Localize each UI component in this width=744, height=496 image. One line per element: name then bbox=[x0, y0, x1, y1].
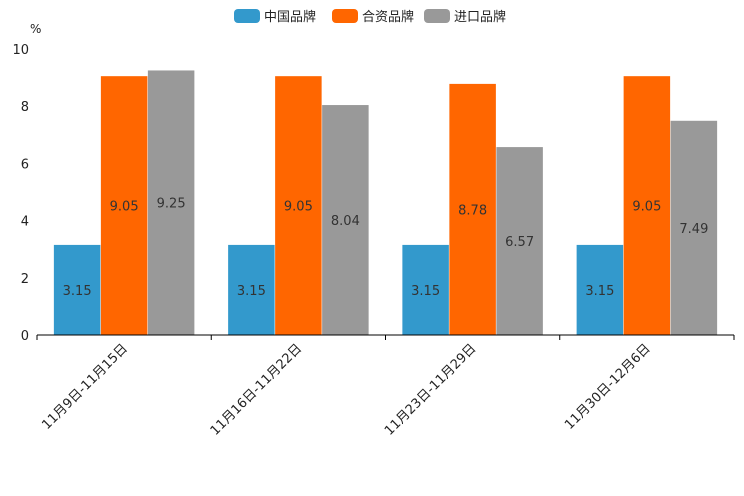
data-label: 9.05 bbox=[110, 200, 139, 215]
x-category-label: 11月30日-12月6日 bbox=[562, 341, 654, 433]
data-label: 3.15 bbox=[411, 284, 440, 299]
x-category-label: 11月16日-11月22日 bbox=[208, 341, 305, 438]
legend-label: 合资品牌 bbox=[362, 9, 414, 25]
bar bbox=[449, 83, 496, 335]
y-axis-unit-label: % bbox=[30, 22, 41, 36]
data-label: 8.04 bbox=[331, 214, 360, 229]
value-labels: 3.15 9.05 9.25 3.15 9.05 8.04 3.15 8.78 6.57 3.15… bbox=[63, 197, 709, 299]
y-axis: 0 2 4 6 8 10 bbox=[12, 43, 29, 344]
y-tick-label: 10 bbox=[12, 43, 29, 58]
data-label: 6.57 bbox=[505, 235, 534, 250]
bar bbox=[623, 76, 671, 336]
data-label: 3.15 bbox=[585, 284, 614, 299]
x-category-label: 11月9日-11月15日 bbox=[39, 341, 131, 433]
data-label: 7.49 bbox=[679, 222, 708, 237]
data-label: 9.05 bbox=[632, 200, 661, 215]
bar bbox=[53, 244, 101, 335]
legend-swatch bbox=[234, 9, 260, 23]
bar bbox=[402, 244, 449, 335]
x-axis: 11月9日-11月15日 11月16日-11月22日 11月23日-11月29日 11… bbox=[36, 334, 735, 439]
bar bbox=[275, 76, 322, 336]
legend-swatch bbox=[424, 9, 450, 23]
data-label: 3.15 bbox=[237, 284, 266, 299]
y-tick-label: 2 bbox=[21, 272, 29, 287]
legend: 中国品牌 合资品牌 进口品牌 bbox=[234, 9, 506, 25]
x-category-label: 11月23日-11月29日 bbox=[382, 341, 479, 438]
y-tick-label: 4 bbox=[21, 215, 29, 230]
bar bbox=[147, 70, 195, 335]
bar bbox=[322, 105, 369, 335]
bar bbox=[496, 147, 543, 335]
bar bbox=[670, 120, 718, 335]
data-label: 9.25 bbox=[157, 197, 186, 212]
legend-swatch bbox=[332, 9, 358, 23]
y-tick-label: 8 bbox=[21, 100, 29, 115]
bar bbox=[100, 76, 148, 336]
data-label: 8.78 bbox=[458, 203, 487, 218]
data-label: 9.05 bbox=[284, 200, 313, 215]
legend-label: 中国品牌 bbox=[264, 9, 316, 25]
y-tick-label: 6 bbox=[21, 157, 29, 172]
bars bbox=[53, 70, 718, 336]
legend-label: 进口品牌 bbox=[454, 9, 506, 25]
y-tick-label: 0 bbox=[21, 329, 29, 344]
bar bbox=[228, 244, 275, 335]
data-label: 3.15 bbox=[63, 284, 92, 299]
bar bbox=[576, 244, 624, 335]
